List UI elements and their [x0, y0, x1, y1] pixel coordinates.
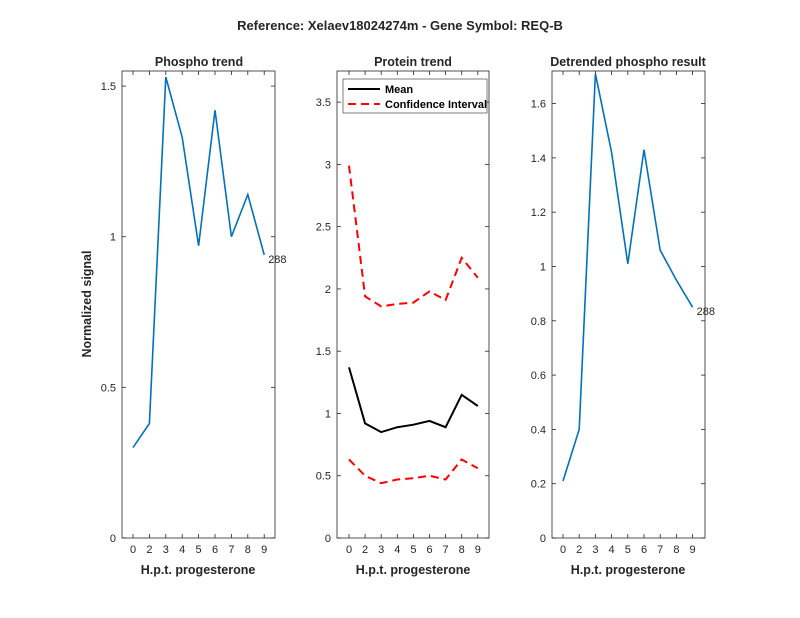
detrended-ytick-label: 0.4	[531, 424, 546, 436]
protein-trend-ytick-label: 1.5	[316, 346, 331, 358]
detrended-ytick-label: 0	[540, 533, 546, 545]
phospho-trend-axes	[121, 70, 276, 539]
phospho-trend-xtick-label: 4	[179, 544, 185, 556]
protein-trend-title: Protein trend	[374, 55, 452, 69]
protein-trend-xtick-label: 9	[475, 544, 481, 556]
protein-trend-ytick-label: 0.5	[316, 471, 331, 483]
phospho-trend-xtick-label: 6	[212, 544, 218, 556]
phospho-trend-ytick-label: 1.5	[101, 81, 116, 93]
phospho-trend-line	[132, 76, 265, 449]
phospho-trend-xtick-label: 3	[163, 544, 169, 556]
protein-trend-ytick-label: 3	[325, 159, 331, 171]
phospho-trend-ylabel: Normalized signal	[80, 251, 94, 358]
detrended-xtick-label: 6	[641, 544, 647, 556]
detrended-ytick-label: 1.4	[531, 153, 546, 165]
detrended-title: Detrended phospho result	[550, 55, 706, 69]
detrended-axes	[551, 70, 706, 539]
detrended-ytick-label: 1.6	[531, 99, 546, 111]
detrended-xtick-label: 5	[625, 544, 631, 556]
legend-ci-label: Confidence Interval	[385, 99, 487, 111]
protein-trend-xtick-label: 7	[443, 544, 449, 556]
phospho-trend-xlabel: H.p.t. progesterone	[141, 563, 256, 577]
phospho-trend-xtick-label: 9	[261, 544, 267, 556]
detrended-end-label: 288	[697, 306, 715, 318]
detrended-xtick-label: 7	[657, 544, 663, 556]
detrended-xtick-label: 0	[560, 544, 566, 556]
detrended-xtick-label: 8	[673, 544, 679, 556]
protein-trend-xlabel: H.p.t. progesterone	[356, 563, 471, 577]
phospho-trend-xtick-label: 5	[196, 544, 202, 556]
protein-trend-xtick-label: 5	[410, 544, 416, 556]
protein-trend-ytick-label: 2.5	[316, 222, 331, 234]
detrended-xtick-label: 9	[690, 544, 696, 556]
protein-trend-panel: Protein trend 00.511.522.533.50 2 3 4 5 6 7 8 9 …	[316, 55, 490, 577]
figure-title: Reference: Xelaev18024274m - Gene Symbol…	[237, 18, 563, 33]
legend-box	[342, 78, 488, 114]
legend-mean-label: Mean	[385, 84, 413, 96]
detrended-ytick-label: 0.2	[531, 479, 546, 491]
detrended-line	[562, 73, 694, 482]
protein-trend-legend: Mean Confidence Interval	[342, 78, 488, 114]
phospho-trend-xtick-label: 7	[228, 544, 234, 556]
protein-trend-xtick-label: 6	[426, 544, 432, 556]
phospho-trend-xtick-label: 8	[245, 544, 251, 556]
detrended-xtick-label: 4	[609, 544, 615, 556]
detrended-ytick-label: 0.6	[531, 370, 546, 382]
phospho-trend-end-label: 288	[268, 254, 286, 266]
protein-trend-ytick-label: 2	[325, 284, 331, 296]
detrended-ytick-label: 1	[540, 261, 546, 273]
protein-trend-xtick-label: 0	[346, 544, 352, 556]
phospho-trend-xtick-label: 2	[146, 544, 152, 556]
phospho-trend-ytick-label: 0.5	[101, 382, 116, 394]
protein-ci-upper-line	[348, 165, 479, 308]
phospho-trend-title: Phospho trend	[155, 55, 243, 69]
detrended-ytick-label: 0.8	[531, 316, 546, 328]
protein-trend-ytick-label: 1	[325, 408, 331, 420]
protein-trend-xtick-label: 3	[378, 544, 384, 556]
protein-mean-line	[348, 367, 479, 434]
phospho-trend-panel: Phospho trend 00.511.50 2 3 4 5 6 7 8 9 288 H.p.…	[80, 55, 287, 577]
protein-trend-xtick-label: 2	[362, 544, 368, 556]
detrended-xtick-label: 2	[576, 544, 582, 556]
detrended-xtick-label: 3	[592, 544, 598, 556]
phospho-trend-xtick-label: 0	[130, 544, 136, 556]
protein-trend-axes	[336, 70, 490, 539]
phospho-trend-ytick-label: 0	[110, 533, 116, 545]
detrended-panel: Detrended phospho result 0 0.2 0.4 0.6 0.8 1 1…	[531, 55, 715, 577]
protein-trend-xtick-label: 4	[394, 544, 400, 556]
protein-ci-lower-line	[348, 458, 479, 485]
protein-trend-ytick-label: 0	[325, 533, 331, 545]
protein-trend-xtick-label: 8	[459, 544, 465, 556]
detrended-xlabel: H.p.t. progesterone	[571, 563, 686, 577]
detrended-ytick-label: 1.2	[531, 207, 546, 219]
phospho-trend-ytick-label: 1	[110, 232, 116, 244]
protein-trend-ytick-label: 3.5	[316, 97, 331, 109]
